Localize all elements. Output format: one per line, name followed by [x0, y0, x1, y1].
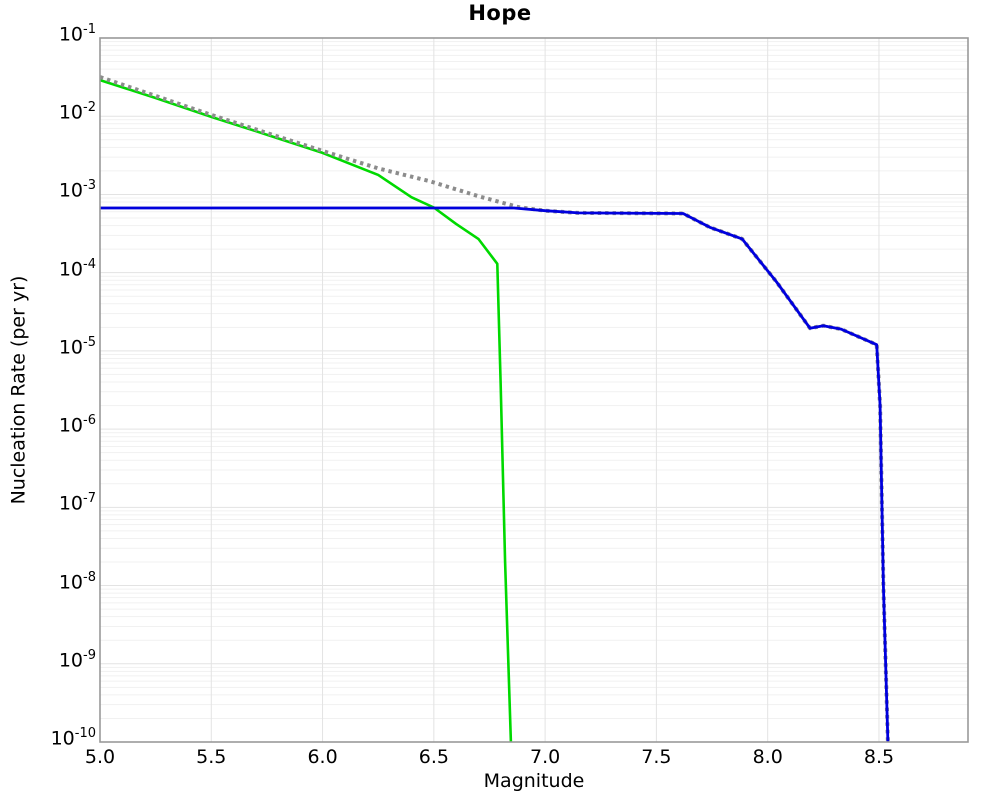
- x-tick-label: 6.0: [307, 746, 338, 768]
- y-tick-label: 10-6: [58, 413, 96, 437]
- y-tick-label: 10-8: [58, 569, 96, 593]
- chart-title: Hope: [468, 1, 532, 25]
- y-tick-label: 10-3: [58, 178, 96, 202]
- x-tick-label: 6.5: [418, 746, 449, 768]
- x-tick-label: 5.5: [196, 746, 227, 768]
- x-axis-label: Magnitude: [483, 770, 585, 792]
- gridlines: [99, 37, 968, 743]
- series-blue-curve: [100, 206, 890, 742]
- y-tick-label: 10-9: [58, 647, 96, 672]
- y-tick-label: 10-1: [58, 22, 96, 46]
- x-tick-label: 7.0: [530, 746, 561, 768]
- plot-frame: [99, 37, 969, 743]
- x-tick-label: 8.5: [863, 746, 895, 768]
- x-tick-label: 7.5: [641, 746, 672, 768]
- y-tick-label: 10-4: [58, 256, 96, 280]
- x-tick-label: 8.0: [752, 746, 783, 768]
- y-tick-label: 10-10: [50, 726, 96, 750]
- series-group: [100, 75, 890, 742]
- x-tick-label: 5.0: [84, 746, 116, 768]
- y-tick-label: 10-7: [58, 491, 96, 515]
- series-green-curve: [100, 78, 513, 742]
- y-tick-label: 10-2: [58, 100, 96, 124]
- y-tick-label: 10-5: [58, 334, 96, 359]
- series-gray-dotted-curve: [100, 75, 890, 742]
